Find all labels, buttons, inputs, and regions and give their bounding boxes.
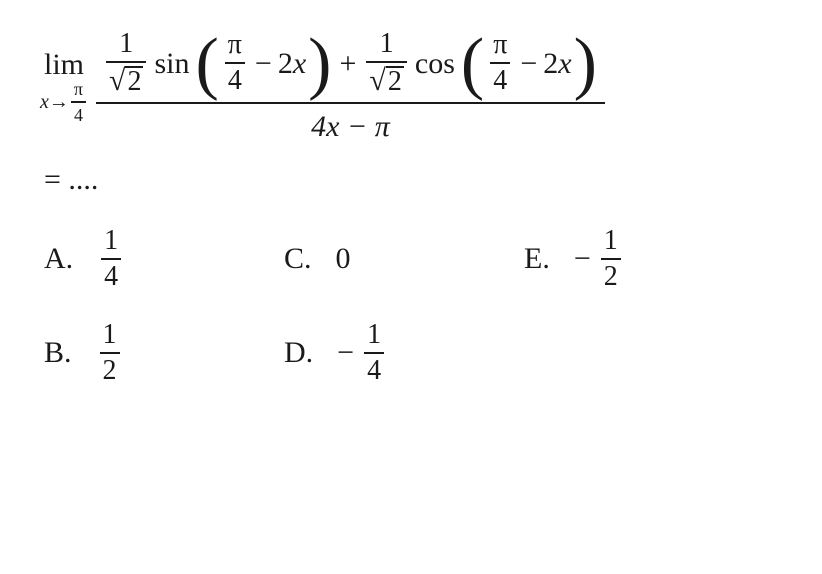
inner2-frac: π 4 (490, 31, 510, 95)
opt-a-den: 4 (101, 260, 121, 291)
limit-expression: lim x → π 4 1 √ 2 sin (40, 30, 782, 143)
opt-d-label: D. (284, 336, 313, 370)
coef1-den: √ 2 (106, 63, 146, 96)
opt-b-frac: 1 2 (100, 321, 120, 385)
lparen2: ( (461, 32, 484, 95)
lim-subscript: x → π 4 (40, 80, 88, 124)
inner2-num: π (490, 31, 510, 62)
lim-var: x (40, 92, 49, 112)
opt-d-num: 1 (364, 321, 384, 352)
sqrt1-arg: 2 (125, 66, 143, 96)
opt-b-value: 1 2 (96, 321, 124, 385)
inner1-num: π (225, 31, 245, 62)
equals-blank: = .... (40, 163, 782, 197)
lparen1: ( (195, 32, 218, 95)
opt-b-num: 1 (100, 321, 120, 352)
option-c: C. 0 (284, 227, 524, 291)
opt-e-label: E. (524, 242, 550, 276)
sqrt1: √ 2 (109, 66, 143, 96)
inner1-den: 4 (225, 64, 245, 95)
limit-operator: lim x → π 4 (40, 50, 88, 124)
option-b: B. 1 2 (44, 321, 284, 385)
main-fraction: 1 √ 2 sin ( π 4 − 2x ) + 1 (96, 30, 605, 143)
answer-options: A. 1 4 C. 0 E. − 1 2 B. 1 (40, 227, 782, 385)
option-a: A. 1 4 (44, 227, 284, 291)
opt-d-den: 4 (364, 354, 384, 385)
sqrt2-arg: 2 (386, 66, 404, 96)
opt-c-label: C. (284, 242, 312, 276)
rparen2: ) (574, 32, 597, 95)
plus: + (339, 47, 356, 80)
opt-e-frac: 1 2 (601, 227, 621, 291)
opt-a-frac: 1 4 (101, 227, 121, 291)
opt-a-num: 1 (101, 227, 121, 258)
inner1-frac: π 4 (225, 31, 245, 95)
sin-fn: sin (154, 47, 189, 80)
opt-e-neg: − (574, 242, 591, 276)
opt-b-den: 2 (100, 354, 120, 385)
minus2: − (520, 47, 537, 80)
coef2-den: √ 2 (366, 63, 406, 96)
denominator: 4x − π (305, 104, 396, 143)
inner2-den: 4 (490, 64, 510, 95)
option-d: D. − 1 4 (284, 321, 524, 385)
lim-word: lim (44, 50, 84, 80)
lim-arrow: → (49, 92, 69, 112)
sqrt-symbol: √ (369, 66, 385, 96)
opt-d-neg: − (337, 336, 354, 370)
coef1-frac: 1 √ 2 (106, 30, 146, 96)
opt-e-den: 2 (601, 260, 621, 291)
opt-e-num: 1 (601, 227, 621, 258)
coef2-num: 1 (377, 30, 397, 61)
coef2-frac: 1 √ 2 (366, 30, 406, 96)
sqrt2: √ 2 (369, 66, 403, 96)
opt-a-value: 1 4 (97, 227, 125, 291)
opt-e-value: − 1 2 (574, 227, 625, 291)
opt-d-frac: 1 4 (364, 321, 384, 385)
numerator: 1 √ 2 sin ( π 4 − 2x ) + 1 (96, 30, 605, 102)
lim-target-frac: π 4 (71, 80, 86, 124)
opt-a-label: A. (44, 242, 73, 276)
lim-target-num: π (71, 80, 86, 101)
term1: 2x (278, 47, 306, 80)
option-e: E. − 1 2 (524, 227, 764, 291)
opt-d-value: − 1 4 (337, 321, 388, 385)
cos-fn: cos (415, 47, 455, 80)
lim-target-den: 4 (71, 103, 86, 124)
opt-c-value: 0 (336, 242, 351, 276)
den-term: 4x − π (311, 110, 390, 143)
term2: 2x (543, 47, 571, 80)
opt-b-label: B. (44, 336, 72, 370)
coef1-num: 1 (116, 30, 136, 61)
minus1: − (255, 47, 272, 80)
sqrt-symbol: √ (109, 66, 125, 96)
rparen1: ) (308, 32, 331, 95)
